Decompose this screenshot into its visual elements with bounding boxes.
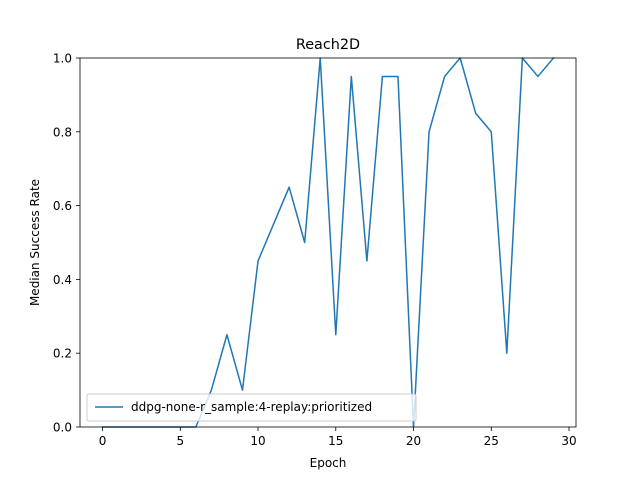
x-tick-label: 15 xyxy=(328,434,343,448)
x-tick-label: 10 xyxy=(250,434,265,448)
legend-box xyxy=(86,393,417,422)
legend-label: ddpg-none-r_sample:4-replay:prioritized xyxy=(131,400,372,414)
y-tick-label: 0.0 xyxy=(53,421,72,435)
x-axis-label: Epoch xyxy=(310,456,347,470)
x-tick-label: 30 xyxy=(561,434,576,448)
y-tick-label: 0.8 xyxy=(53,125,72,139)
x-tick-label: 25 xyxy=(484,434,499,448)
y-tick-label: 0.6 xyxy=(53,199,72,213)
y-tick-label: 0.2 xyxy=(53,347,72,361)
y-axis-ticks: 0.0 0.2 0.4 0.6 0.8 1.0 xyxy=(53,52,80,435)
y-tick-label: 1.0 xyxy=(53,52,72,66)
plot-frame xyxy=(79,57,577,428)
x-tick-label: 20 xyxy=(406,434,421,448)
plot-area xyxy=(80,58,576,427)
y-axis-label: Median Success Rate xyxy=(28,179,42,306)
x-tick-label: 5 xyxy=(176,434,184,448)
chart-title: Reach2D xyxy=(296,37,360,53)
y-tick-label: 0.4 xyxy=(53,273,72,287)
x-axis-ticks: 0 5 10 15 20 25 30 xyxy=(99,427,577,448)
x-tick-label: 0 xyxy=(99,434,107,448)
legend: ddpg-none-r_sample:4-replay:prioritized xyxy=(86,393,417,422)
